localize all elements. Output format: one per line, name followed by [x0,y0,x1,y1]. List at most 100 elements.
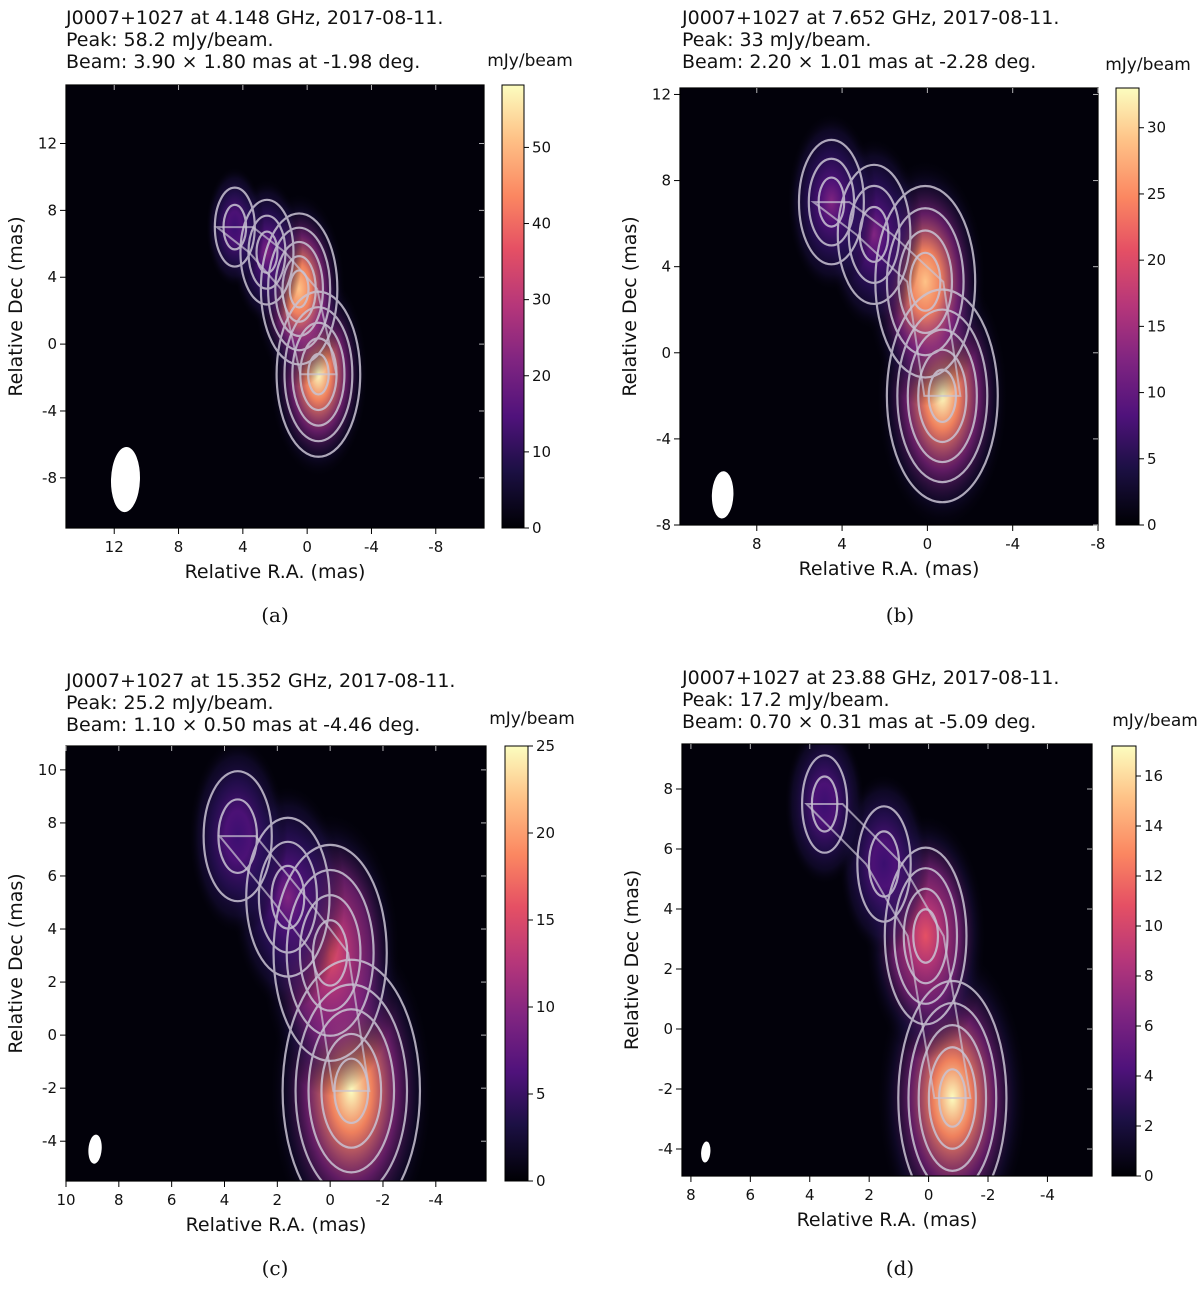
contour-line [801,754,849,854]
y-tick-label: 0 [47,335,57,353]
y-tick-label: 6 [47,867,57,885]
x-tick-label: 8 [174,538,184,556]
x-tick-label: 0 [325,1191,335,1209]
contour-line [288,269,310,309]
y-tick-label: 4 [663,900,673,918]
colorbar-tick-label: 0 [532,519,542,537]
x-tick-label: 4 [837,535,847,553]
x-axis-label: Relative R.A. (mas) [797,1209,978,1231]
colorbar-tick-label: 10 [532,443,551,461]
contour-line [847,184,901,284]
chart-title-line: Beam: 3.90 × 1.80 mas at -1.98 deg. [66,51,420,73]
x-tick-label: 12 [105,538,124,556]
y-tick-label: 6 [663,840,673,858]
y-tick-label: 8 [663,780,673,798]
x-tick-label: 0 [302,538,312,556]
colorbar-tick-label: 10 [1147,384,1166,402]
chart-title-line: J0007+1027 at 7.652 GHz, 2017-08-11. [681,7,1059,29]
y-tick-label: -8 [42,469,57,487]
y-tick-label: 0 [47,1026,57,1044]
contour-line [897,979,1008,1176]
contour-line [283,306,354,443]
y-tick-label: 2 [47,973,57,991]
contour-line [213,186,256,268]
y-tick-label: 8 [661,172,671,190]
x-tick-label: 8 [686,1186,696,1204]
x-tick-label: 8 [114,1191,124,1209]
chart-title-line: Peak: 25.2 mJy/beam. [66,692,274,714]
colorbar-label: mJy/beam [1112,711,1198,731]
beam-ellipse [110,446,140,513]
beam-ellipse [711,471,734,519]
x-tick-label: -4 [1005,535,1020,553]
contour-line [912,908,940,964]
colorbar-tick-label: 10 [536,998,555,1016]
beam-ellipse [701,1141,711,1163]
y-tick-label: 8 [47,201,57,219]
colorbar-tick-label: 25 [1147,185,1166,203]
contour-line [202,770,273,903]
colorbar-tick-label: 0 [1147,516,1157,534]
contour-line [893,867,959,1005]
contour-line [927,1046,977,1150]
contour-line [281,255,317,323]
outer-contour [804,803,972,1099]
panel-label: (a) [261,603,289,627]
x-tick-label: 2 [864,1186,874,1204]
y-tick-label: -2 [42,1079,57,1097]
y-axis-label: Relative Dec (mas) [619,216,641,396]
chart-title-line: J0007+1027 at 23.88 GHz, 2017-08-11. [681,667,1059,689]
y-tick-label: 12 [652,85,671,103]
colorbar [501,84,525,529]
contour-line [836,163,912,306]
contour-line [906,328,978,464]
x-axis-label: Relative R.A. (mas) [799,558,980,580]
contour-line [272,843,388,1062]
colorbar-tick-label: 20 [532,367,551,385]
contour-line [807,157,856,247]
colorbar-tick-label: 8 [1144,967,1154,985]
x-tick-label: -8 [1091,535,1106,553]
colorbar-tick-label: 5 [536,1085,546,1103]
colorbar-tick-label: 0 [1144,1167,1154,1185]
colorbar-tick-label: 20 [1147,251,1166,269]
x-tick-label: 0 [923,535,933,553]
colorbar-tick-label: 15 [1147,317,1166,335]
x-tick-label: 2 [273,1191,283,1209]
outer-contour [213,226,338,376]
contour-line [902,887,949,985]
y-tick-label: -2 [658,1080,673,1098]
x-tick-label: -2 [981,1186,996,1204]
contour-line [917,1024,988,1172]
y-tick-label: 0 [663,1020,673,1038]
colorbar [1115,87,1140,526]
y-tick-label: -4 [656,430,671,448]
y-axis-label: Relative Dec (mas) [5,873,27,1053]
contour-line [320,1032,383,1149]
contour-line [797,138,865,266]
colorbar [1111,745,1137,1177]
colorbar-tick-label: 4 [1144,1067,1154,1085]
panel-4: J0007+1027 at 23.88 GHz, 2017-08-11.Peak… [621,667,1198,1280]
colorbar-tick-label: 30 [532,291,551,309]
y-axis-label: Relative Dec (mas) [621,870,643,1050]
colorbar-tick-label: 30 [1147,119,1166,137]
colorbar-tick-label: 6 [1144,1017,1154,1035]
panel-label: (c) [262,1256,289,1280]
contour-line [291,321,346,427]
colorbar-tick-label: 12 [1144,867,1163,885]
outer-contour [810,201,962,397]
y-tick-label: 4 [47,268,57,286]
colorbar-tick-label: 10 [1144,917,1163,935]
colorbar-tick-label: 14 [1144,817,1163,835]
colorbar-tick-label: 20 [536,824,555,842]
y-tick-label: -8 [656,516,671,534]
colorbar-tick-label: 50 [532,138,551,156]
plot-frame [65,745,487,1182]
contour-line [239,198,295,306]
colorbar-label: mJy/beam [489,709,575,729]
y-tick-label: 4 [661,258,671,276]
x-tick-label: -4 [428,1191,443,1209]
chart-title-line: Peak: 33 mJy/beam. [682,29,871,51]
